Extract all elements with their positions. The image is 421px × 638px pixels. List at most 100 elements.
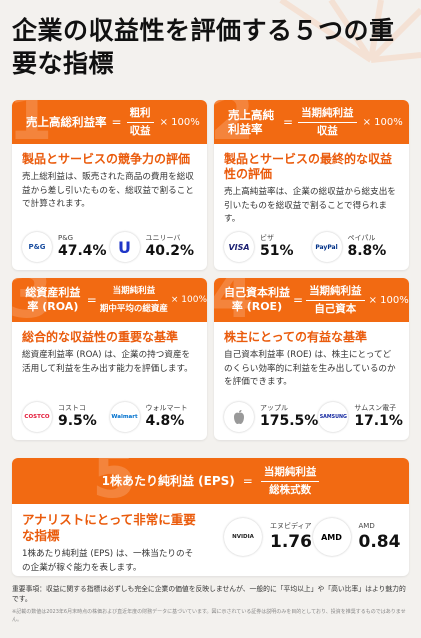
formula-denominator: 収益 [316,124,338,137]
formula-numerator: 当期純利益 [306,285,365,301]
company-example: PayPal ペイパル 8.8% [311,232,400,262]
company-value: 175.5% [260,413,319,429]
card-subhead: アナリストにとって非常に重要な指標 [22,512,196,543]
company-value: 9.5% [58,413,97,429]
company-example: COSTCO コストコ 9.5% [22,402,110,432]
card-subhead: 製品とサービスの競争力の評価 [22,152,191,166]
card-description: 売上総利益は、販売された商品の費用を総収益から差し引いたものを、総収益で割ること… [22,172,194,209]
formula-numerator: 当期純利益 [260,466,320,482]
equals-sign: = [86,293,97,307]
company-name: コストコ [58,404,86,412]
equals-sign: = [293,293,304,307]
card-body: 製品とサービスの競争力の評価 売上総利益は、販売された商品の費用を総収益から差し… [12,144,207,270]
card-subhead: 株主にとっての有益な基準 [224,330,368,344]
metric-card-roa: 3 総資産利益率 (ROA) = 当期純利益 期中平均の総資産 × 100% 総… [12,278,207,440]
company-name: P&G [58,234,74,242]
company-examples: VISA ビザ 51% PayPal ペイパル 8.8% [224,232,399,262]
company-examples: P&G P&G 47.4% U ユニリーバ 40.2% [22,232,197,262]
disclaimer-note: ※記載の数値は2023年6月末時点の株価および直近年度の財務データに基づいていま… [12,609,406,623]
company-name: AMD [358,521,375,530]
metric-card-eps: 5 1株あたり純利益 (EPS) = 当期純利益 総株式数 アナリストにとって非… [12,458,409,576]
formula-multiplier: × 100% [362,116,403,128]
company-value: 47.4% [58,243,107,259]
formula-numerator: 当期純利益 [298,107,357,123]
equals-sign: = [111,115,122,129]
formula-fraction: 当期純利益 総株式数 [260,466,320,497]
formula-multiplier: × 100% [159,116,200,128]
formula-fraction: 当期純利益 期中平均の総資産 [100,285,168,316]
apple-logo-icon [224,402,254,432]
company-example: SAMSUNG サムスン電子 17.1% [318,402,403,432]
company-name: ユニリーバ [145,234,181,242]
card-number: 4 [214,278,255,322]
formula-header: 2 売上高純利益率 = 当期純利益 収益 × 100% [214,100,409,144]
company-value: 40.2% [145,243,195,259]
card-body: アナリストにとって非常に重要な指標 1株あたり純利益 (EPS) は、一株当たり… [12,504,409,576]
company-example: NVIDIA エヌビディア 1.76 [224,518,313,556]
metric-name: 総資産利益率 (ROA) [25,286,81,313]
paypal-logo-icon: PayPal [311,232,342,262]
costco-logo-icon: COSTCO [22,402,52,432]
unilever-logo-icon: U [109,232,140,262]
samsung-logo-icon: SAMSUNG [318,402,349,432]
formula-header: 3 総資産利益率 (ROA) = 当期純利益 期中平均の総資産 × 100% [12,278,207,322]
company-value: 4.8% [145,413,185,429]
card-body: 総合的な収益性の重要な基準 総資産利益率 (ROA) は、企業の持つ資産を活用し… [12,322,207,440]
formula-fraction: 粗利 収益 [126,107,154,138]
metric-card-gross-margin: 1 売上高総利益率 = 粗利 収益 × 100% 製品とサービスの競争力の評価 … [12,100,207,270]
company-value: 0.84 [358,531,401,552]
card-number: 5 [92,458,137,504]
card-description: 1株あたり純利益 (EPS) は、一株当たりのその企業が稼ぐ能力を表します。 [22,549,194,573]
equals-sign: = [242,474,253,488]
company-name: アップル [260,404,288,412]
company-name: サムスン電子 [354,404,397,412]
formula-denominator: 自己資本 [314,302,357,315]
company-examples: COSTCO コストコ 9.5% Walmart ウォルマート 4.8% [22,402,197,432]
company-name: エヌビディア [270,521,312,530]
formula-numerator: 粗利 [126,107,154,123]
formula-fraction: 当期純利益 自己資本 [306,285,365,316]
company-example: U ユニリーバ 40.2% [109,232,198,262]
formula-denominator: 収益 [129,124,151,137]
company-name: ウォルマート [145,404,188,412]
company-example: Walmart ウォルマート 4.8% [109,402,198,432]
formula-numerator: 当期純利益 [109,285,159,301]
pg-logo-icon: P&G [22,232,52,262]
card-description: 自己資本利益率 (ROE) は、株主にとってどのくらい効率的に利益を生み出してい… [224,350,396,387]
visa-logo-icon: VISA [224,232,254,262]
metric-name: 売上高純利益率 [228,108,274,136]
metric-name: 自己資本利益率 (ROE) [224,286,290,313]
metric-card-net-margin: 2 売上高純利益率 = 当期純利益 収益 × 100% 製品とサービスの最終的な… [214,100,409,270]
amd-logo-icon: AMD [312,518,351,556]
formula-header: 1 売上高総利益率 = 粗利 収益 × 100% [12,100,207,144]
card-description: 総資産利益率 (ROA) は、企業の持つ資産を活用して利益を生み出す能力を評価し… [22,350,193,374]
card-number: 1 [12,100,53,144]
company-examples: アップル 175.5% SAMSUNG サムスン電子 17.1% [224,402,403,432]
company-value: 8.8% [347,243,387,259]
metric-name: 1株あたり純利益 (EPS) [101,474,235,488]
important-note: 重要事項：収益に関する指標は必ずしも完全に企業の価値を反映しませんが、一般的に「… [12,585,406,603]
card-body: 株主にとっての有益な基準 自己資本利益率 (ROE) は、株主にとってどのくらい… [214,322,409,440]
nvidia-logo-icon: NVIDIA [224,518,262,556]
company-example: アップル 175.5% [224,402,318,432]
metric-name: 売上高総利益率 [26,115,107,129]
company-example: P&G P&G 47.4% [22,232,110,262]
company-examples: NVIDIA エヌビディア 1.76 AMD AMD 0.84 [224,518,401,556]
formula-denominator: 総株式数 [269,483,312,496]
page-title: 企業の収益性を評価する５つの重要な指標 [12,16,395,78]
metric-card-roe: 4 自己資本利益率 (ROE) = 当期純利益 自己資本 × 100% 株主にと… [214,278,409,440]
formula-header: 4 自己資本利益率 (ROE) = 当期純利益 自己資本 × 100% [214,278,409,322]
formula-denominator: 期中平均の総資産 [99,303,168,314]
company-name: ペイパル [347,234,376,242]
card-subhead: 製品とサービスの最終的な収益性の評価 [224,152,393,181]
company-value: 51% [260,243,294,259]
equals-sign: = [283,115,294,129]
walmart-logo-icon: Walmart [109,402,140,432]
card-number: 2 [214,100,255,144]
formula-header: 5 1株あたり純利益 (EPS) = 当期純利益 総株式数 [12,458,409,504]
company-value: 17.1% [354,413,403,429]
card-body: 製品とサービスの最終的な収益性の評価 売上高純益率は、企業の総収益から総支出を引… [214,144,409,270]
company-example: VISA ビザ 51% [224,232,312,262]
company-example: AMD AMD 0.84 [312,518,402,556]
card-subhead: 総合的な収益性の重要な基準 [22,330,179,344]
